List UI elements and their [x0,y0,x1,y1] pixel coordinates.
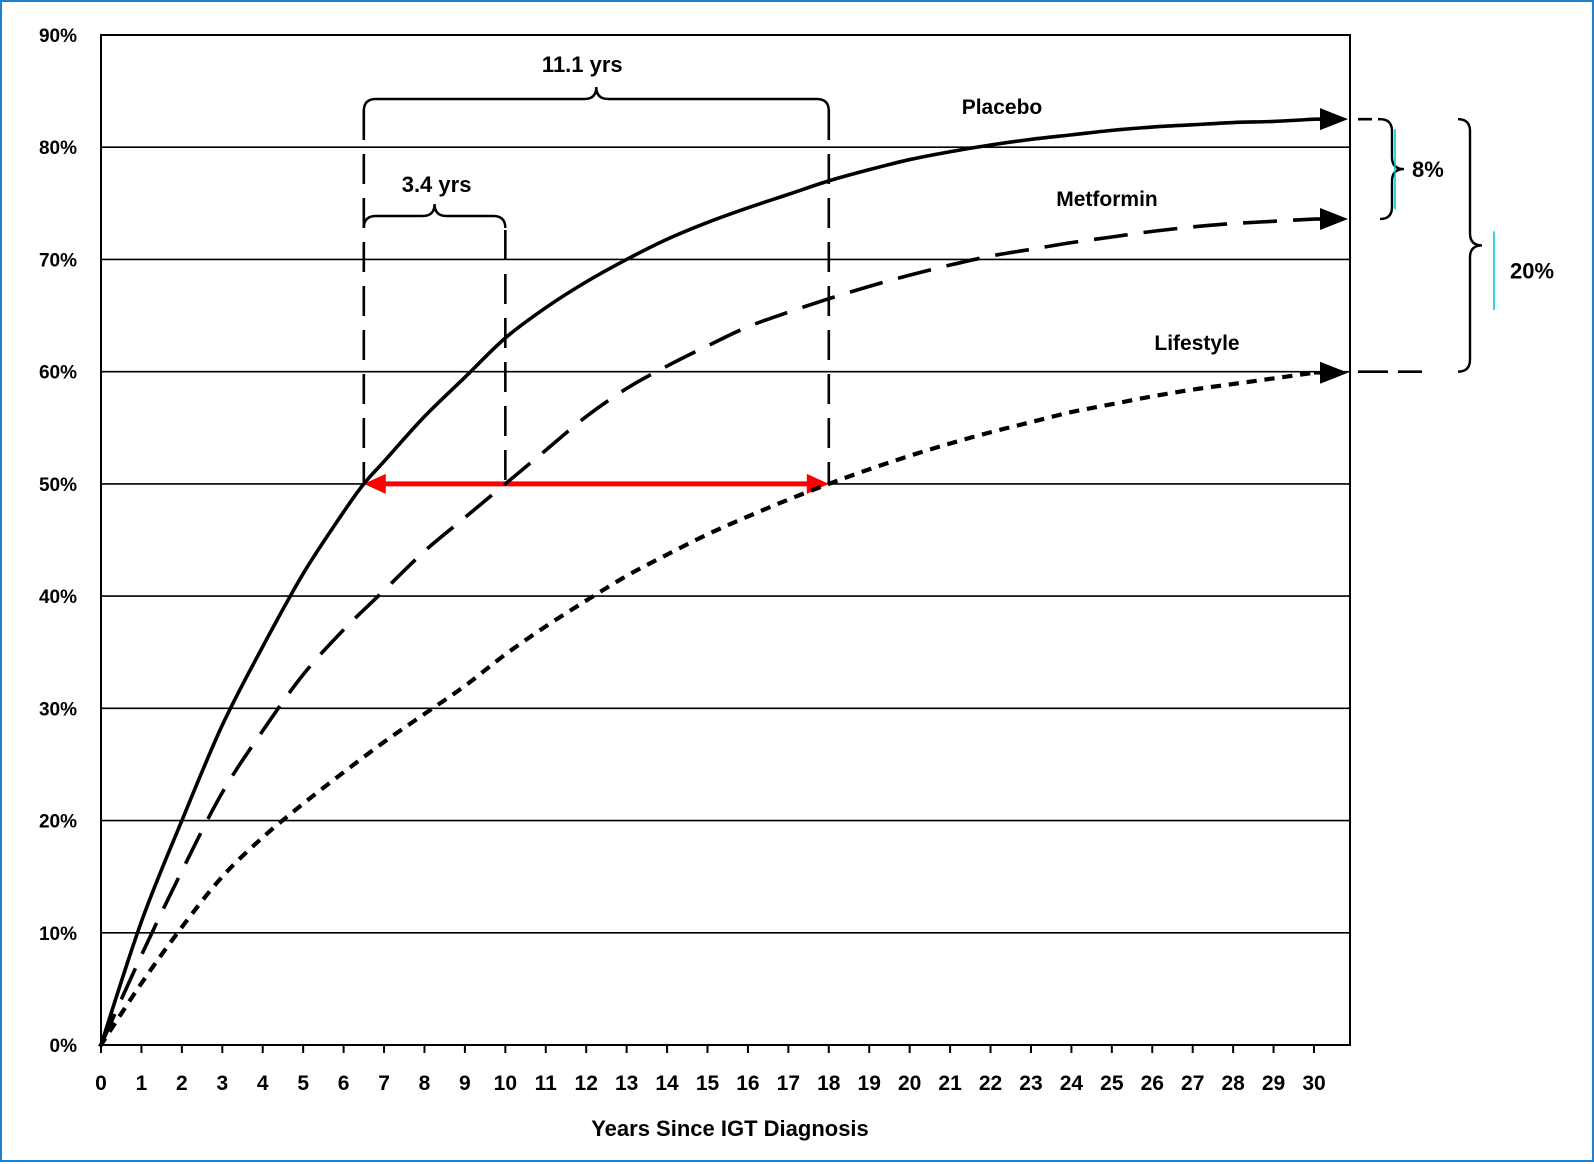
x-tick-label: 4 [257,1072,269,1095]
x-tick-label: 14 [655,1072,679,1095]
y-tick-label: 50% [39,475,77,496]
brace-long [362,86,830,112]
series-line-lifestyle [98,370,1317,1048]
series-end-arrow-metformin [1320,208,1348,231]
series-label-placebo: Placebo [962,96,1043,119]
x-tick-label: 1 [136,1072,148,1095]
series-end-arrow-placebo [1320,108,1348,131]
red-arrow-head-right [806,473,829,494]
x-tick-label: 27 [1181,1072,1204,1095]
x-tick-label: 20 [898,1072,921,1095]
x-tick-label: 6 [338,1072,350,1095]
x-tick-label: 26 [1141,1072,1164,1095]
plot-border [100,34,1351,1046]
axes: 0%10%20%30%40%50%60%70%80%90%0 1 2 3 4 5 6 7 8 9 1… [39,26,1351,1095]
gap-large-label: 20% [1510,259,1554,284]
series-label-metformin: Metformin [1056,188,1158,211]
x-tick-label: 28 [1221,1072,1245,1095]
x-tick-label: 29 [1262,1072,1285,1095]
x-tick-label: 2 [176,1072,188,1095]
y-tick-label: 0% [50,1036,78,1057]
x-tick-label: 19 [858,1072,881,1095]
x-tick-label: 15 [696,1072,720,1095]
series-label-lifestyle: Lifestyle [1154,332,1239,355]
x-axis-title: Years Since IGT Diagnosis [591,1116,869,1141]
brace-short [362,203,507,229]
span-long-label: 11.1 yrs [542,52,623,77]
series-line-metformin [99,217,1315,1046]
annotations [362,86,1495,494]
x-tick-label: 3 [216,1072,228,1095]
x-tick-label: 25 [1100,1072,1124,1095]
x-tick-label: 16 [736,1072,759,1095]
series-line-placebo [99,117,1315,1046]
x-tick-label: 12 [575,1072,598,1095]
x-tick-label: 30 [1302,1072,1325,1095]
x-tick-label: 13 [615,1072,638,1095]
x-tick-label: 11 [535,1072,558,1095]
y-tick-label: 60% [39,363,77,384]
labels: Placebo Metformin Lifestyle 11.1 yrs 3.4 yrs… [402,52,1554,355]
red-arrow-head-left [363,473,386,494]
x-tick-label: 24 [1060,1072,1084,1095]
gridlines [101,146,1350,934]
x-tick-label: 5 [297,1072,309,1095]
x-tick-label: 9 [459,1072,471,1095]
y-tick-label: 10% [39,924,77,945]
y-tick-label: 70% [39,250,77,271]
x-tick-label: 17 [777,1072,800,1095]
x-tick-label: 7 [378,1072,390,1095]
x-tick-label: 23 [1019,1072,1042,1095]
y-tick-label: 30% [39,699,77,720]
series-end-arrow-lifestyle [1320,361,1348,384]
x-tick-label: 8 [419,1072,431,1095]
series [98,108,1348,1048]
x-tick-label: 22 [979,1072,1002,1095]
brace-gap-small [1379,117,1405,221]
y-tick-label: 80% [39,138,77,159]
y-tick-label: 90% [39,26,77,47]
x-tick-label: 0 [95,1072,107,1095]
x-tick-label: 21 [938,1072,962,1095]
x-tick-label: 10 [494,1072,517,1095]
y-tick-label: 20% [39,812,77,833]
gap-small-label: 8% [1412,157,1444,182]
x-tick-label: 18 [817,1072,841,1095]
span-short-label: 3.4 yrs [402,172,472,197]
y-tick-label: 40% [39,587,77,608]
brace-gap-large [1457,117,1483,373]
